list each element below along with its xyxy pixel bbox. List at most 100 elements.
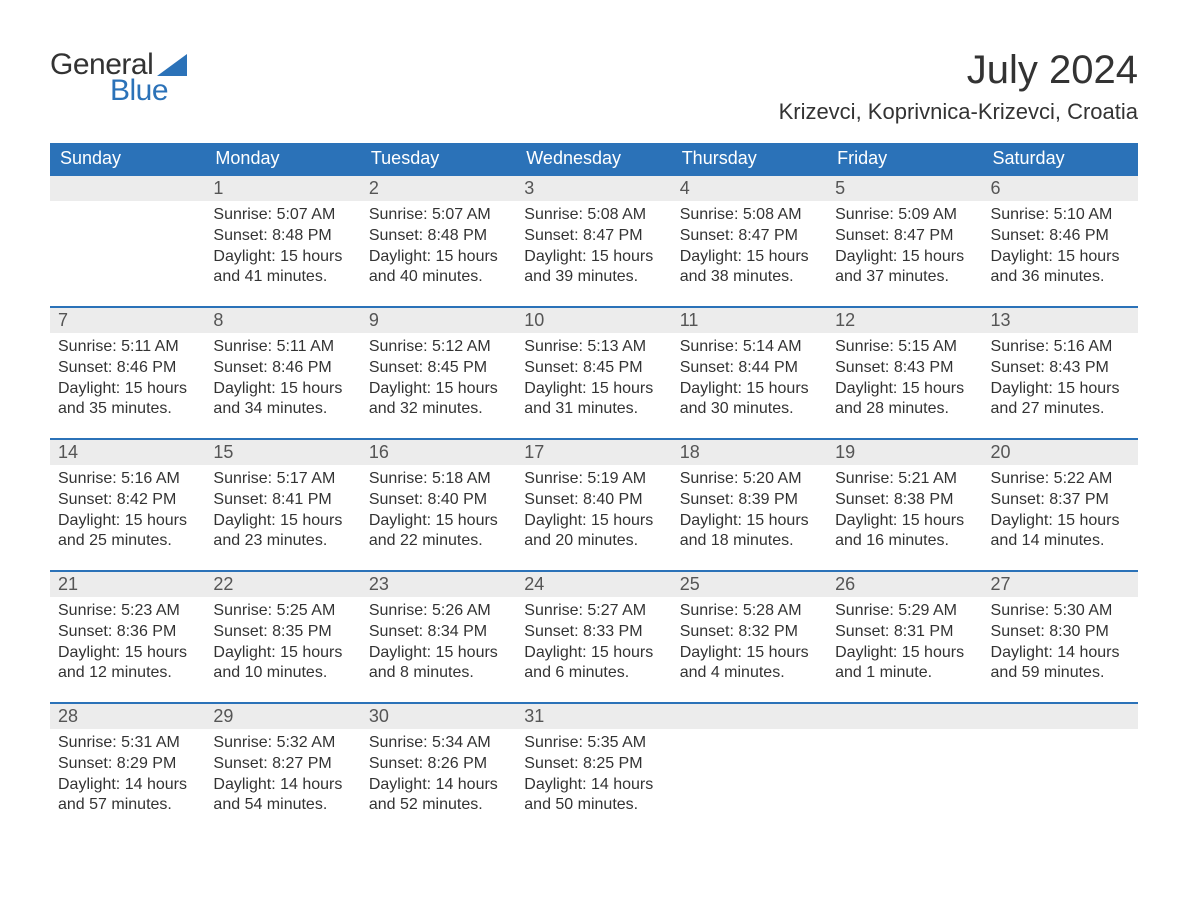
calendar-cell: 21Sunrise: 5:23 AMSunset: 8:36 PMDayligh… [50,570,205,702]
sunrise-line: Sunrise: 5:07 AM [213,205,352,226]
day-number: 27 [983,570,1138,597]
day-number: 25 [672,570,827,597]
sunset-line: Sunset: 8:48 PM [213,226,352,247]
daylight-line1: Daylight: 15 hours [835,511,974,532]
day-number: 17 [516,438,671,465]
sunset-line: Sunset: 8:46 PM [58,358,197,379]
day-number: 18 [672,438,827,465]
day-number: 4 [672,174,827,201]
daylight-line1: Daylight: 15 hours [213,247,352,268]
daylight-line1: Daylight: 14 hours [369,775,508,796]
calendar-cell [672,702,827,834]
day-number [827,702,982,729]
calendar-cell [827,702,982,834]
sunrise-line: Sunrise: 5:07 AM [369,205,508,226]
calendar-week-row: 1Sunrise: 5:07 AMSunset: 8:48 PMDaylight… [50,174,1138,306]
daylight-line1: Daylight: 15 hours [213,643,352,664]
day-number: 26 [827,570,982,597]
daylight-line1: Daylight: 15 hours [369,511,508,532]
sunrise-line: Sunrise: 5:29 AM [835,601,974,622]
sunset-line: Sunset: 8:31 PM [835,622,974,643]
sunset-line: Sunset: 8:32 PM [680,622,819,643]
sunrise-line: Sunrise: 5:22 AM [991,469,1130,490]
weekday-header: Monday [205,143,360,174]
day-number: 13 [983,306,1138,333]
day-number: 20 [983,438,1138,465]
daylight-line1: Daylight: 15 hours [58,511,197,532]
page-subtitle: Krizevci, Koprivnica-Krizevci, Croatia [779,99,1138,125]
daylight-line1: Daylight: 15 hours [369,379,508,400]
calendar-cell: 17Sunrise: 5:19 AMSunset: 8:40 PMDayligh… [516,438,671,570]
day-details: Sunrise: 5:11 AMSunset: 8:46 PMDaylight:… [205,333,360,420]
sunrise-line: Sunrise: 5:10 AM [991,205,1130,226]
day-details: Sunrise: 5:16 AMSunset: 8:43 PMDaylight:… [983,333,1138,420]
sunrise-line: Sunrise: 5:16 AM [58,469,197,490]
calendar-cell: 12Sunrise: 5:15 AMSunset: 8:43 PMDayligh… [827,306,982,438]
sunrise-line: Sunrise: 5:18 AM [369,469,508,490]
daylight-line2: and 30 minutes. [680,399,819,420]
day-number: 9 [361,306,516,333]
daylight-line2: and 31 minutes. [524,399,663,420]
daylight-line1: Daylight: 15 hours [213,511,352,532]
daylight-line2: and 59 minutes. [991,663,1130,684]
sunset-line: Sunset: 8:46 PM [991,226,1130,247]
sunset-line: Sunset: 8:40 PM [524,490,663,511]
weekday-header-row: SundayMondayTuesdayWednesdayThursdayFrid… [50,143,1138,174]
day-number: 14 [50,438,205,465]
calendar-cell: 13Sunrise: 5:16 AMSunset: 8:43 PMDayligh… [983,306,1138,438]
daylight-line2: and 54 minutes. [213,795,352,816]
daylight-line1: Daylight: 15 hours [524,643,663,664]
sunset-line: Sunset: 8:40 PM [369,490,508,511]
calendar-cell: 2Sunrise: 5:07 AMSunset: 8:48 PMDaylight… [361,174,516,306]
daylight-line2: and 23 minutes. [213,531,352,552]
calendar-cell: 22Sunrise: 5:25 AMSunset: 8:35 PMDayligh… [205,570,360,702]
sunrise-line: Sunrise: 5:20 AM [680,469,819,490]
daylight-line2: and 27 minutes. [991,399,1130,420]
daylight-line2: and 18 minutes. [680,531,819,552]
day-details: Sunrise: 5:08 AMSunset: 8:47 PMDaylight:… [516,201,671,288]
sunset-line: Sunset: 8:45 PM [524,358,663,379]
logo-triangle-icon [157,54,187,76]
logo-word2: Blue [110,74,187,108]
calendar-cell: 15Sunrise: 5:17 AMSunset: 8:41 PMDayligh… [205,438,360,570]
daylight-line1: Daylight: 15 hours [835,247,974,268]
calendar-cell: 6Sunrise: 5:10 AMSunset: 8:46 PMDaylight… [983,174,1138,306]
day-details: Sunrise: 5:23 AMSunset: 8:36 PMDaylight:… [50,597,205,684]
calendar-cell: 26Sunrise: 5:29 AMSunset: 8:31 PMDayligh… [827,570,982,702]
sunset-line: Sunset: 8:45 PM [369,358,508,379]
day-number: 31 [516,702,671,729]
day-details: Sunrise: 5:22 AMSunset: 8:37 PMDaylight:… [983,465,1138,552]
daylight-line2: and 57 minutes. [58,795,197,816]
day-details: Sunrise: 5:12 AMSunset: 8:45 PMDaylight:… [361,333,516,420]
daylight-line1: Daylight: 15 hours [991,247,1130,268]
sunset-line: Sunset: 8:38 PM [835,490,974,511]
sunrise-line: Sunrise: 5:30 AM [991,601,1130,622]
daylight-line2: and 16 minutes. [835,531,974,552]
sunrise-line: Sunrise: 5:23 AM [58,601,197,622]
sunrise-line: Sunrise: 5:12 AM [369,337,508,358]
day-number: 19 [827,438,982,465]
sunrise-line: Sunrise: 5:08 AM [680,205,819,226]
calendar-cell: 16Sunrise: 5:18 AMSunset: 8:40 PMDayligh… [361,438,516,570]
day-details: Sunrise: 5:21 AMSunset: 8:38 PMDaylight:… [827,465,982,552]
daylight-line1: Daylight: 15 hours [524,511,663,532]
day-details: Sunrise: 5:20 AMSunset: 8:39 PMDaylight:… [672,465,827,552]
calendar-cell: 28Sunrise: 5:31 AMSunset: 8:29 PMDayligh… [50,702,205,834]
sunset-line: Sunset: 8:48 PM [369,226,508,247]
sunrise-line: Sunrise: 5:09 AM [835,205,974,226]
sunrise-line: Sunrise: 5:34 AM [369,733,508,754]
day-number: 3 [516,174,671,201]
daylight-line1: Daylight: 15 hours [991,379,1130,400]
sunset-line: Sunset: 8:25 PM [524,754,663,775]
daylight-line1: Daylight: 14 hours [991,643,1130,664]
calendar-cell: 20Sunrise: 5:22 AMSunset: 8:37 PMDayligh… [983,438,1138,570]
calendar-cell: 8Sunrise: 5:11 AMSunset: 8:46 PMDaylight… [205,306,360,438]
daylight-line2: and 50 minutes. [524,795,663,816]
daylight-line1: Daylight: 15 hours [835,379,974,400]
day-details: Sunrise: 5:27 AMSunset: 8:33 PMDaylight:… [516,597,671,684]
weekday-header: Saturday [983,143,1138,174]
day-number: 1 [205,174,360,201]
day-number [983,702,1138,729]
daylight-line2: and 38 minutes. [680,267,819,288]
calendar-cell: 5Sunrise: 5:09 AMSunset: 8:47 PMDaylight… [827,174,982,306]
